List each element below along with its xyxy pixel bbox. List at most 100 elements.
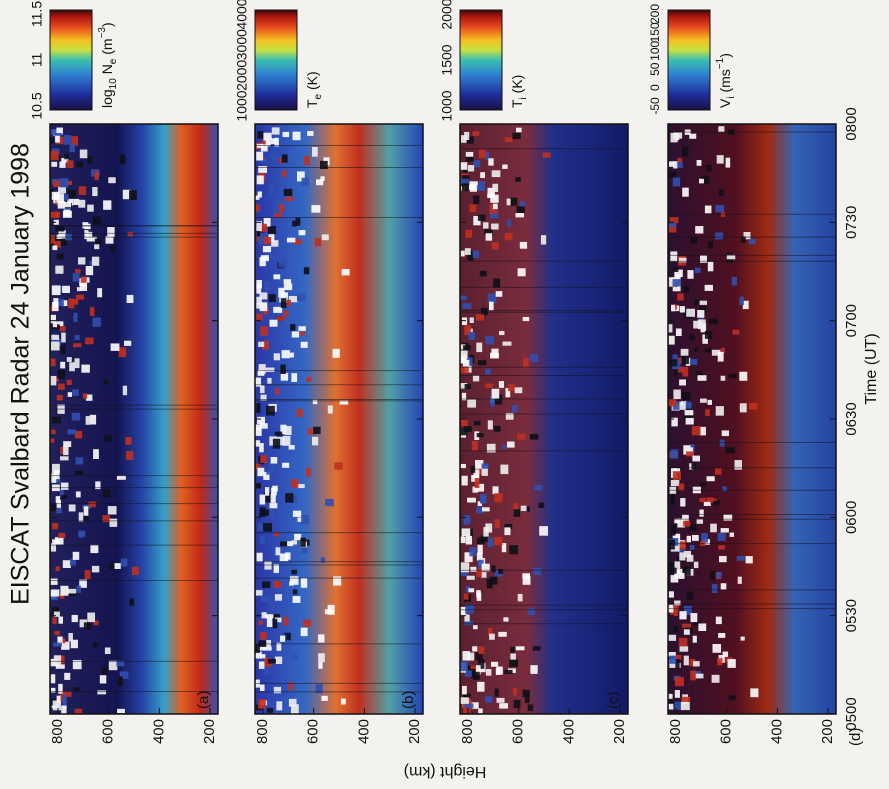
heatmap-speckle [472, 671, 480, 680]
heatmap-speckle [489, 301, 494, 311]
heatmap-speckle [256, 552, 263, 562]
heatmap-speckle [469, 547, 477, 557]
heatmap-speckle [675, 676, 684, 687]
heatmap-speckle [472, 646, 478, 652]
heatmap-speckle [515, 646, 525, 651]
heatmap-speckle [668, 171, 677, 179]
heatmap-speckle [460, 697, 469, 704]
heatmap-speckle [739, 296, 744, 306]
heatmap-speckle [679, 646, 689, 652]
colorbar-unit-part: T [509, 99, 525, 108]
heatmap-speckle [489, 633, 495, 640]
heatmap-speckle [460, 661, 468, 672]
heatmap-speckle [498, 631, 507, 637]
heatmap-speckle [58, 238, 68, 246]
heatmap-speckle [690, 358, 698, 365]
heatmap-speckle [478, 646, 485, 654]
heatmap-speckle [696, 518, 704, 524]
heatmap-speckle [501, 543, 507, 553]
heatmap-speckle [270, 138, 277, 145]
heatmap-speckle [266, 707, 274, 713]
heatmap-speckle [292, 589, 298, 595]
heatmap-speckle [89, 414, 97, 425]
heatmap-speckle [255, 424, 262, 430]
heatmap-speckle [460, 562, 470, 573]
heatmap-speckle [119, 154, 126, 164]
heatmap-speckle [520, 505, 527, 512]
heatmap-speckle [255, 651, 262, 659]
heatmap-speckle [282, 435, 291, 446]
heatmap-speckle [745, 556, 753, 564]
heatmap-speckle [718, 126, 725, 133]
heatmap-speckle [332, 348, 340, 358]
y-tick-label: 400 [768, 719, 785, 744]
heatmap-speckle [116, 475, 126, 480]
heatmap-speckle [476, 314, 485, 321]
heatmap-speckle [92, 216, 102, 225]
heatmap-speckle [50, 375, 57, 386]
heatmap-speckle [529, 433, 539, 440]
heatmap-speckle [720, 375, 726, 381]
heatmap-speckle [519, 241, 528, 249]
heatmap-speckle [464, 248, 471, 255]
heatmap-speckle [69, 362, 75, 372]
heatmap-speckle [509, 659, 519, 667]
heatmap-speckle [694, 347, 699, 352]
heatmap-speckle [465, 151, 474, 157]
y-tick-label: 800 [459, 719, 476, 744]
heatmap-speckle [51, 191, 60, 200]
heatmap [255, 124, 423, 714]
heatmap-speckle [257, 522, 263, 531]
heatmap-speckle [282, 131, 290, 138]
colorbar-unit-part: e [313, 93, 324, 99]
heatmap-speckle [270, 493, 276, 503]
heatmap-speckle [538, 502, 545, 508]
heatmap-speckle [504, 232, 513, 241]
heatmap-speckle [71, 614, 78, 623]
heatmap-speckle [273, 353, 281, 361]
heatmap-speckle [699, 178, 704, 184]
heatmap-speckle [283, 279, 292, 284]
heatmap-speckle [715, 205, 725, 213]
heatmap-speckle [63, 201, 72, 208]
heatmap-speckle [58, 532, 66, 539]
heatmap-speckle [673, 626, 679, 633]
heatmap-speckle [256, 483, 261, 489]
heatmap-speckle [318, 634, 325, 643]
y-tick-label: 200 [406, 719, 423, 744]
heatmap-speckle [509, 545, 519, 555]
heatmap-speckle [682, 146, 689, 157]
heatmap-speckle [117, 708, 125, 714]
heatmap-speckle [692, 635, 697, 643]
heatmap-speckle [680, 348, 689, 356]
x-tick-label: 0700 [843, 304, 860, 337]
heatmap-speckle [78, 257, 86, 265]
panel-label: (c) [605, 692, 622, 710]
heatmap-speckle [63, 194, 69, 201]
heatmap-speckle [69, 144, 75, 153]
heatmap-speckle [72, 389, 79, 396]
heatmap-speckle [512, 688, 518, 696]
heatmap-speckle [732, 329, 740, 335]
colorbar-unit-part: −3 [97, 27, 108, 39]
heatmap-speckle [510, 646, 515, 653]
heatmap-speckle [56, 127, 63, 135]
heatmap-speckle [683, 655, 689, 666]
y-tick-label: 800 [254, 719, 271, 744]
colorbar-tick-label: 4000 [234, 0, 250, 30]
heatmap-speckle [50, 438, 55, 443]
heatmap-speckle [269, 319, 278, 327]
heatmap-speckle [60, 344, 66, 355]
heatmap-speckle [288, 682, 294, 691]
heatmap-speckle [312, 436, 319, 446]
heatmap-speckle [93, 449, 99, 459]
heatmap-speckle [81, 364, 90, 373]
heatmap-speckle [467, 399, 476, 408]
heatmap-speckle [532, 646, 541, 651]
heatmap-speckle [94, 171, 99, 181]
heatmap-speckle [117, 676, 123, 687]
heatmap-speckle [283, 188, 293, 196]
heatmap-speckle [480, 494, 487, 504]
heatmap-speckle [508, 384, 516, 392]
heatmap-speckle [717, 532, 726, 541]
